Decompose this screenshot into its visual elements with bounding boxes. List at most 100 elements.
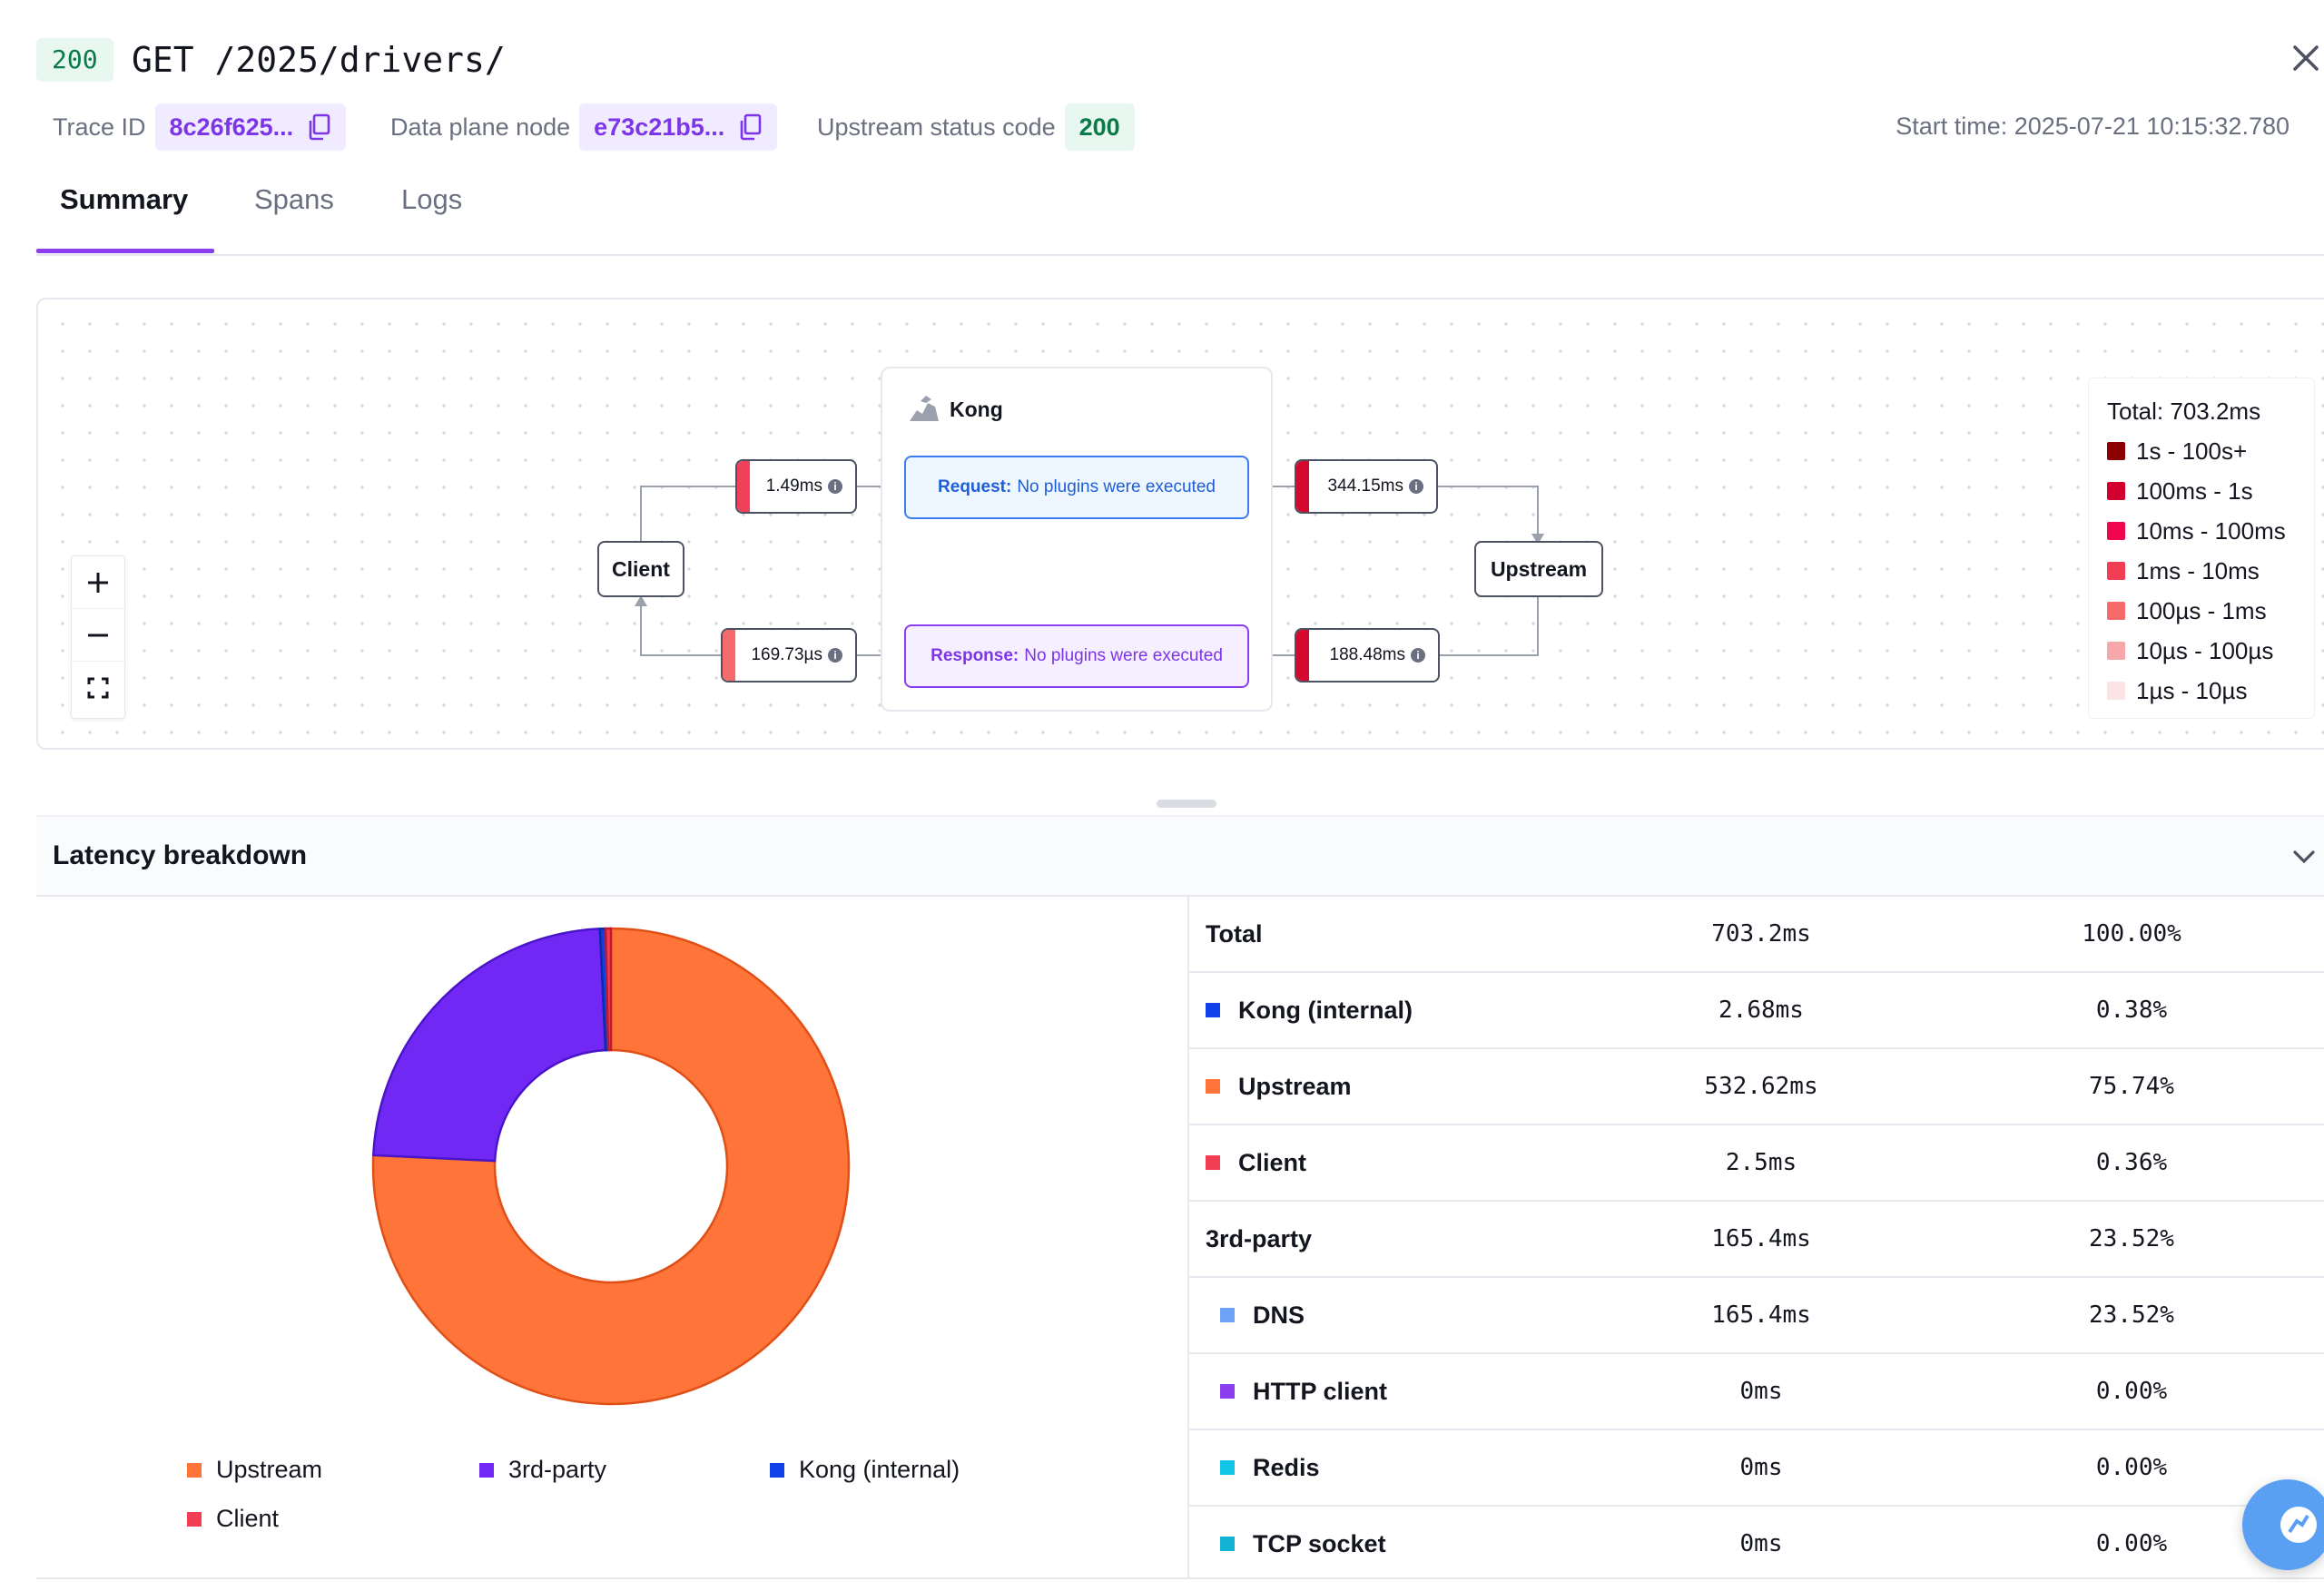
info-icon[interactable]: i [828, 479, 842, 494]
legend-label: 100ms - 1s [2136, 476, 2253, 505]
table-row: HTTP client 0ms 0.00% [1189, 1354, 2324, 1430]
info-icon[interactable]: i [828, 648, 842, 663]
row-percent: 0.36% [2095, 1149, 2168, 1176]
row-label: Client [1238, 1148, 1307, 1176]
node-chip[interactable]: e73c21b5... [579, 103, 778, 151]
row-label: DNS [1253, 1301, 1305, 1329]
row-swatch [1220, 1384, 1235, 1399]
row-label-group: 3rd-party [1206, 1202, 1312, 1276]
info-icon[interactable]: i [1409, 479, 1423, 494]
flow-canvas[interactable]: Client Upstream 1.49ms i 344.15ms i 188.… [36, 298, 2324, 750]
minus-icon [88, 633, 108, 636]
legend-label: 10µs - 100µs [2136, 636, 2274, 664]
request-text: No plugins were executed [1017, 477, 1216, 496]
legend-item: 100µs - 1ms [2107, 591, 2314, 631]
timing-value: 188.48ms [1329, 645, 1405, 664]
chart-legend-item[interactable]: 3rd-party [479, 1456, 606, 1484]
legend-swatch [2107, 642, 2125, 660]
row-percent: 23.52% [2089, 1225, 2174, 1252]
active-tab-indicator [36, 249, 214, 253]
chevron-down-icon[interactable] [2288, 840, 2320, 873]
timing-client-to-kong[interactable]: 1.49ms i [735, 459, 857, 514]
response-label: Response: [931, 646, 1019, 665]
legend-total: Total: 703.2ms [2107, 397, 2261, 425]
row-swatch [1206, 1003, 1220, 1017]
resize-handle[interactable] [1157, 800, 1216, 808]
legend-swatch [770, 1462, 784, 1478]
kong-node[interactable]: Kong Request: No plugins were executed R… [881, 367, 1273, 712]
latency-table: Total 703.2ms 100.00% Kong (internal) 2.68ms… [1189, 897, 2324, 1583]
tab-bar: Summary Spans Logs [36, 171, 2324, 256]
chart-legend-item[interactable]: Upstream [187, 1456, 322, 1484]
fit-view-button[interactable] [72, 662, 124, 714]
latency-title: Latency breakdown [53, 840, 308, 870]
legend-swatch [2107, 442, 2125, 460]
chart-legend-item[interactable]: Client [187, 1505, 279, 1533]
table-row: Redis 0ms 0.00% [1189, 1430, 2324, 1507]
donut-slice-client[interactable] [604, 927, 613, 1052]
fullscreen-icon [87, 677, 109, 699]
row-label: TCP socket [1253, 1529, 1386, 1557]
row-value: 165.4ms [1711, 1301, 1811, 1329]
legend-label: 1µs - 10µs [2136, 676, 2248, 704]
upstream-code-group: Upstream status code 200 [817, 103, 1135, 151]
zoom-controls [71, 555, 125, 719]
legend-swatch [187, 1511, 202, 1527]
tab-spans[interactable]: Spans [254, 183, 334, 215]
legend-item: 100ms - 1s [2107, 471, 2314, 511]
row-label-group: Client [1206, 1125, 1306, 1200]
kong-assistant-icon [2280, 1507, 2317, 1543]
row-swatch [1220, 1537, 1235, 1551]
timing-upstream-to-kong[interactable]: 188.48ms i [1295, 628, 1440, 683]
upstream-code-label: Upstream status code [817, 113, 1056, 141]
tab-logs[interactable]: Logs [401, 183, 463, 215]
row-label-group: Kong (internal) [1206, 973, 1413, 1047]
chart-legend-item[interactable]: Kong (internal) [770, 1456, 960, 1484]
row-value: 703.2ms [1711, 920, 1811, 948]
latency-color-bar [1296, 630, 1309, 681]
row-percent: 0.00% [2095, 1378, 2168, 1405]
zoom-out-button[interactable] [72, 609, 124, 662]
row-value: 2.68ms [1718, 997, 1804, 1024]
row-label-group: Redis [1220, 1430, 1320, 1505]
latency-header[interactable]: Latency breakdown [36, 815, 2324, 897]
trace-id-chip[interactable]: 8c26f625... [154, 103, 347, 151]
assistant-button[interactable] [2242, 1479, 2324, 1570]
copy-icon[interactable] [739, 113, 763, 141]
plus-icon [88, 572, 108, 593]
client-node[interactable]: Client [597, 541, 684, 597]
table-row: DNS 165.4ms 23.52% [1189, 1278, 2324, 1354]
timing-value: 344.15ms [1327, 476, 1403, 496]
row-swatch [1206, 1079, 1220, 1094]
trace-id-group: Trace ID 8c26f625... [53, 103, 347, 151]
row-label: Kong (internal) [1238, 996, 1413, 1024]
response-plugins-box[interactable]: Response: No plugins were executed [904, 624, 1249, 688]
row-percent: 0.00% [2095, 1454, 2168, 1481]
donut-slice-upstream[interactable] [371, 927, 851, 1406]
legend-item: 1µs - 10µs [2107, 671, 2314, 711]
row-swatch [1220, 1460, 1235, 1475]
timing-value: 1.49ms [765, 476, 822, 496]
donut-slice-3rd-party[interactable] [371, 927, 607, 1163]
latency-color-bar [1296, 461, 1309, 512]
row-label: Total [1206, 919, 1263, 948]
legend-swatch [2107, 682, 2125, 700]
row-percent: 75.74% [2089, 1073, 2174, 1100]
timing-kong-to-client[interactable]: 169.73µs i [721, 628, 857, 683]
legend-item: 10ms - 100ms [2107, 511, 2314, 551]
copy-icon[interactable] [308, 113, 331, 141]
tab-summary[interactable]: Summary [60, 183, 189, 215]
close-icon[interactable] [2288, 40, 2324, 76]
row-swatch [1206, 1155, 1220, 1170]
row-label-group: Total [1206, 897, 1263, 971]
legend-item: 1ms - 10ms [2107, 551, 2314, 591]
request-plugins-box[interactable]: Request: No plugins were executed [904, 456, 1249, 519]
upstream-node[interactable]: Upstream [1474, 541, 1603, 597]
status-badge: 200 [36, 38, 113, 82]
row-value: 0ms [1739, 1378, 1783, 1405]
timing-kong-to-upstream[interactable]: 344.15ms i [1295, 459, 1438, 514]
legend-label: 3rd-party [508, 1456, 607, 1483]
latency-donut-chart [371, 927, 851, 1406]
zoom-in-button[interactable] [72, 556, 124, 609]
info-icon[interactable]: i [1411, 648, 1425, 663]
